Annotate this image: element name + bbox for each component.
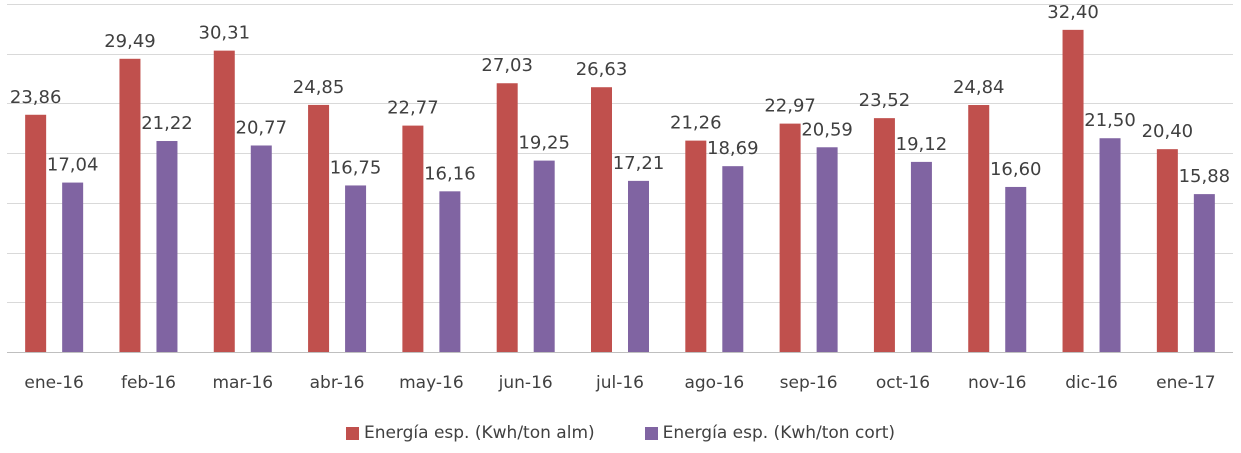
data-label-alm: 26,63 bbox=[576, 59, 628, 80]
bar-cort bbox=[1005, 186, 1027, 352]
data-label-cort: 16,75 bbox=[330, 157, 382, 178]
bar-alm bbox=[1062, 29, 1084, 352]
bar-alm bbox=[402, 125, 424, 353]
data-label-cort: 19,25 bbox=[518, 133, 570, 154]
x-tick-label: dic-16 bbox=[1065, 373, 1118, 393]
data-label-cort: 17,21 bbox=[613, 153, 665, 174]
x-tick-label: jun-16 bbox=[498, 373, 553, 393]
x-tick-label: jul-16 bbox=[595, 373, 644, 393]
bar-alm bbox=[213, 50, 235, 353]
bar-alm bbox=[1156, 149, 1178, 352]
data-label-alm: 21,26 bbox=[670, 113, 722, 134]
bar-cort bbox=[628, 180, 649, 352]
data-label-cort: 18,69 bbox=[707, 138, 759, 159]
bar-alm bbox=[873, 118, 895, 352]
bar-alm bbox=[496, 83, 518, 352]
x-tick-label: feb-16 bbox=[121, 373, 176, 393]
bar-cort bbox=[533, 160, 555, 352]
data-label-cort: 21,22 bbox=[141, 113, 193, 134]
bar-alm bbox=[591, 87, 612, 353]
data-label-cort: 20,59 bbox=[801, 119, 853, 140]
x-tick-label: sep-16 bbox=[780, 373, 838, 393]
bar-alm bbox=[968, 105, 990, 352]
legend-label-cort: Energía esp. (Kwh/ton cort) bbox=[662, 423, 896, 443]
bar-cort bbox=[62, 182, 84, 352]
x-tick-label: ene-16 bbox=[24, 373, 83, 393]
bar-cort bbox=[250, 145, 272, 352]
data-label-alm: 22,77 bbox=[387, 98, 439, 119]
data-label-cort: 15,88 bbox=[1179, 166, 1231, 187]
legend-swatch-cort bbox=[644, 426, 658, 440]
bar-cort bbox=[1193, 194, 1215, 352]
bar-alm bbox=[308, 104, 330, 352]
legend-label-alm: Energía esp. (Kwh/ton alm) bbox=[363, 423, 595, 443]
legend-item-cort: Energía esp. (Kwh/ton cort) bbox=[644, 423, 896, 443]
data-label-alm: 30,31 bbox=[199, 23, 251, 44]
data-label-cort: 20,77 bbox=[236, 117, 288, 138]
data-label-cort: 19,12 bbox=[896, 134, 948, 155]
legend-item-alm: Energía esp. (Kwh/ton alm) bbox=[345, 423, 595, 443]
data-label-alm: 23,52 bbox=[859, 90, 911, 111]
legend-swatch-alm bbox=[345, 426, 359, 440]
bar-cort bbox=[345, 185, 367, 352]
x-tick-label: nov-16 bbox=[968, 373, 1027, 393]
x-tick-label: abr-16 bbox=[310, 373, 365, 393]
bar-chart: 23,86 17,04 ene-16 29,49 21,22 feb-16 30,31 20,… bbox=[7, 2, 1233, 393]
x-tick-label: mar-16 bbox=[212, 373, 273, 393]
bar-cort bbox=[722, 166, 744, 352]
x-tick-label: ene-17 bbox=[1156, 373, 1215, 393]
data-label-cort: 21,50 bbox=[1084, 110, 1136, 131]
data-label-alm: 20,40 bbox=[1142, 121, 1194, 142]
data-label-alm: 24,85 bbox=[293, 77, 345, 98]
bar-cort bbox=[439, 191, 461, 352]
data-label-alm: 27,03 bbox=[481, 55, 533, 76]
bar-cort bbox=[816, 147, 838, 352]
bar-cort bbox=[156, 141, 178, 352]
data-label-alm: 23,86 bbox=[10, 87, 62, 108]
legend: Energía esp. (Kwh/ton alm) Energía esp. … bbox=[0, 423, 1241, 443]
data-label-cort: 17,04 bbox=[47, 155, 99, 176]
data-label-alm: 29,49 bbox=[104, 31, 156, 52]
bar-cort bbox=[910, 161, 932, 352]
bar-alm bbox=[119, 58, 141, 352]
bar-alm bbox=[25, 114, 47, 352]
bar-alm bbox=[685, 140, 707, 352]
bar-alm bbox=[779, 123, 801, 352]
x-tick-label: ago-16 bbox=[684, 373, 744, 393]
data-label-cort: 16,60 bbox=[990, 159, 1042, 180]
x-tick-label: oct-16 bbox=[876, 373, 930, 393]
data-label-alm: 22,97 bbox=[764, 96, 816, 117]
data-label-alm: 32,40 bbox=[1047, 2, 1099, 23]
data-label-alm: 24,84 bbox=[953, 77, 1005, 98]
bar-cort bbox=[1099, 138, 1121, 352]
x-tick-label: may-16 bbox=[399, 373, 464, 393]
data-label-cort: 16,16 bbox=[424, 163, 476, 184]
